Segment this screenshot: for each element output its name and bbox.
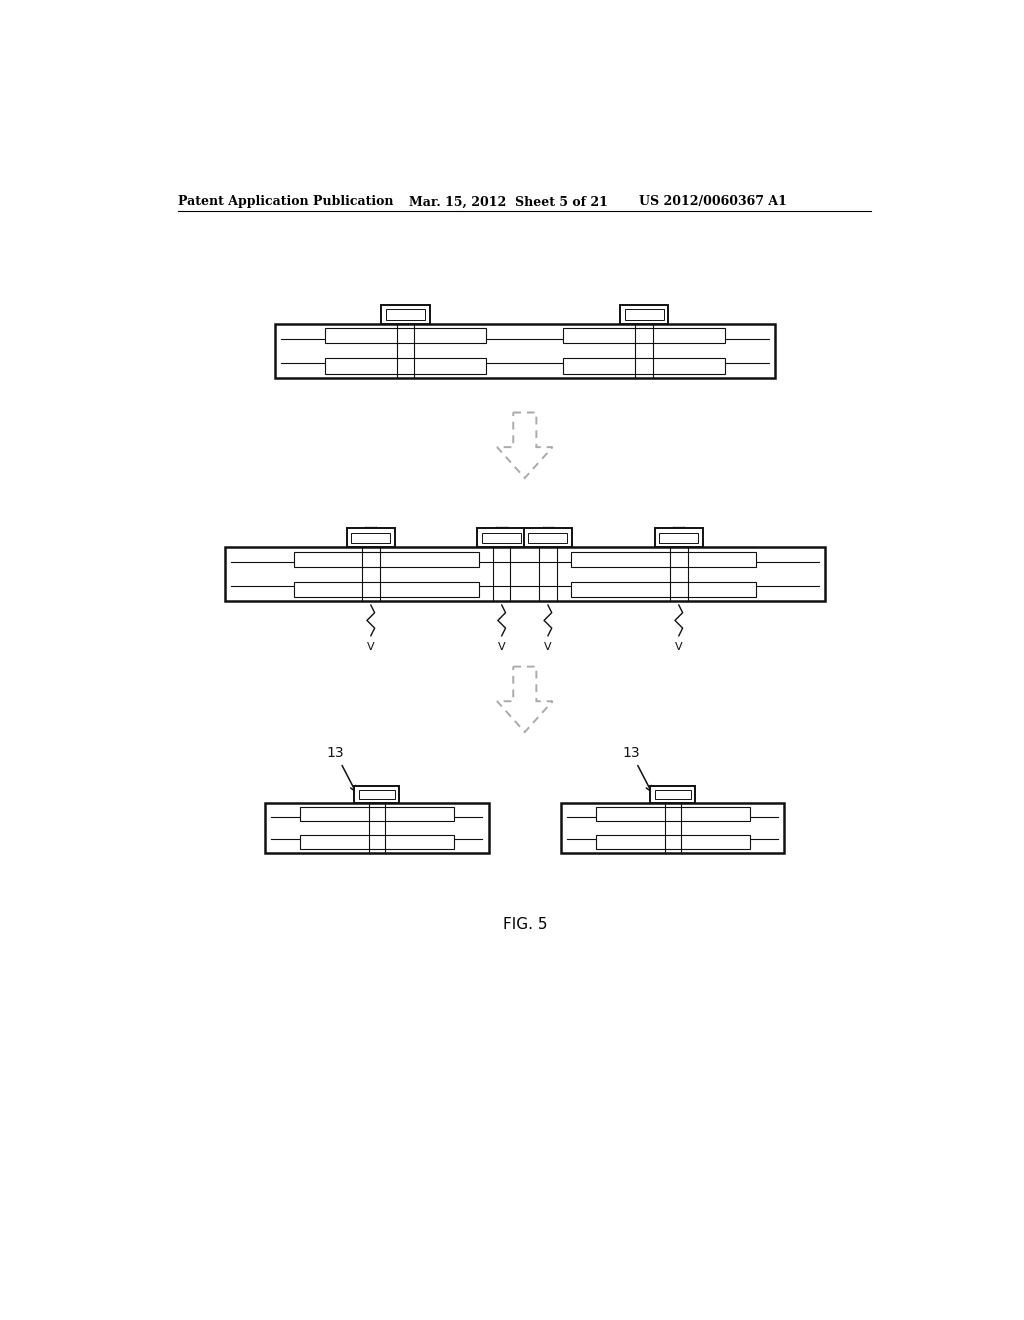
- Bar: [650, 785, 695, 804]
- Bar: [265, 804, 488, 853]
- Bar: [294, 552, 478, 566]
- Bar: [654, 528, 703, 548]
- Bar: [596, 836, 750, 849]
- Bar: [596, 808, 750, 821]
- Bar: [571, 582, 756, 597]
- Bar: [654, 789, 690, 800]
- Bar: [482, 533, 521, 543]
- Text: V: V: [498, 642, 506, 652]
- Text: V: V: [367, 642, 375, 652]
- Text: Mar. 15, 2012  Sheet 5 of 21: Mar. 15, 2012 Sheet 5 of 21: [410, 195, 608, 209]
- Polygon shape: [497, 412, 553, 478]
- Bar: [224, 548, 825, 601]
- Text: V: V: [544, 642, 552, 652]
- Bar: [354, 785, 399, 804]
- Bar: [300, 836, 454, 849]
- Bar: [659, 533, 698, 543]
- Bar: [325, 359, 486, 374]
- Bar: [528, 533, 567, 543]
- Bar: [477, 528, 526, 548]
- Bar: [381, 305, 430, 323]
- Bar: [571, 552, 756, 566]
- Bar: [274, 323, 775, 378]
- Bar: [359, 789, 395, 800]
- Bar: [300, 808, 454, 821]
- Bar: [386, 309, 425, 319]
- Bar: [561, 804, 784, 853]
- Bar: [620, 305, 669, 323]
- Text: V: V: [675, 642, 683, 652]
- Bar: [346, 528, 395, 548]
- Text: Patent Application Publication: Patent Application Publication: [178, 195, 394, 209]
- Polygon shape: [497, 667, 553, 733]
- Text: US 2012/0060367 A1: US 2012/0060367 A1: [639, 195, 786, 209]
- Bar: [294, 582, 478, 597]
- Bar: [563, 329, 725, 343]
- Text: 13: 13: [623, 746, 651, 792]
- Text: FIG. 5: FIG. 5: [503, 917, 547, 932]
- Bar: [325, 329, 486, 343]
- Text: 13: 13: [327, 746, 355, 792]
- Bar: [563, 359, 725, 374]
- Bar: [351, 533, 390, 543]
- Bar: [523, 528, 572, 548]
- Bar: [625, 309, 664, 319]
